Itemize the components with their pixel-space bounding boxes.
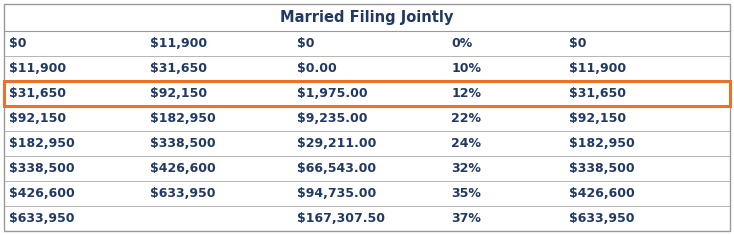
Text: $426,600: $426,600 — [569, 187, 635, 200]
Text: 35%: 35% — [451, 187, 482, 200]
Text: $31,650: $31,650 — [569, 87, 626, 100]
Text: $66,543.00: $66,543.00 — [297, 162, 377, 175]
Text: $633,950: $633,950 — [9, 212, 74, 225]
Text: $1,975.00: $1,975.00 — [297, 87, 368, 100]
Text: $338,500: $338,500 — [150, 137, 216, 150]
Text: 32%: 32% — [451, 162, 482, 175]
Text: $633,950: $633,950 — [569, 212, 634, 225]
Text: $92,150: $92,150 — [150, 87, 208, 100]
Text: $92,150: $92,150 — [569, 112, 626, 125]
Text: 12%: 12% — [451, 87, 482, 100]
Text: $31,650: $31,650 — [150, 62, 208, 75]
Text: $94,735.00: $94,735.00 — [297, 187, 377, 200]
Text: 37%: 37% — [451, 212, 482, 225]
Text: $11,900: $11,900 — [150, 37, 208, 50]
Text: $11,900: $11,900 — [569, 62, 626, 75]
Text: 10%: 10% — [451, 62, 482, 75]
Text: $633,950: $633,950 — [150, 187, 216, 200]
Text: $31,650: $31,650 — [9, 87, 66, 100]
Text: $338,500: $338,500 — [9, 162, 74, 175]
Text: 22%: 22% — [451, 112, 482, 125]
Text: $182,950: $182,950 — [569, 137, 635, 150]
Text: $0.00: $0.00 — [297, 62, 337, 75]
Text: $29,211.00: $29,211.00 — [297, 137, 377, 150]
Text: $0: $0 — [569, 37, 586, 50]
Text: $9,235.00: $9,235.00 — [297, 112, 368, 125]
Text: $92,150: $92,150 — [9, 112, 66, 125]
Text: $167,307.50: $167,307.50 — [297, 212, 385, 225]
Text: $0: $0 — [297, 37, 315, 50]
Text: $182,950: $182,950 — [150, 112, 217, 125]
Text: $426,600: $426,600 — [9, 187, 75, 200]
Text: $182,950: $182,950 — [9, 137, 75, 150]
Text: $338,500: $338,500 — [569, 162, 634, 175]
Text: Married Filing Jointly: Married Filing Jointly — [280, 10, 454, 24]
Text: $0: $0 — [9, 37, 26, 50]
Text: 24%: 24% — [451, 137, 482, 150]
Text: $11,900: $11,900 — [9, 62, 66, 75]
Text: $426,600: $426,600 — [150, 162, 217, 175]
Text: 0%: 0% — [451, 37, 473, 50]
